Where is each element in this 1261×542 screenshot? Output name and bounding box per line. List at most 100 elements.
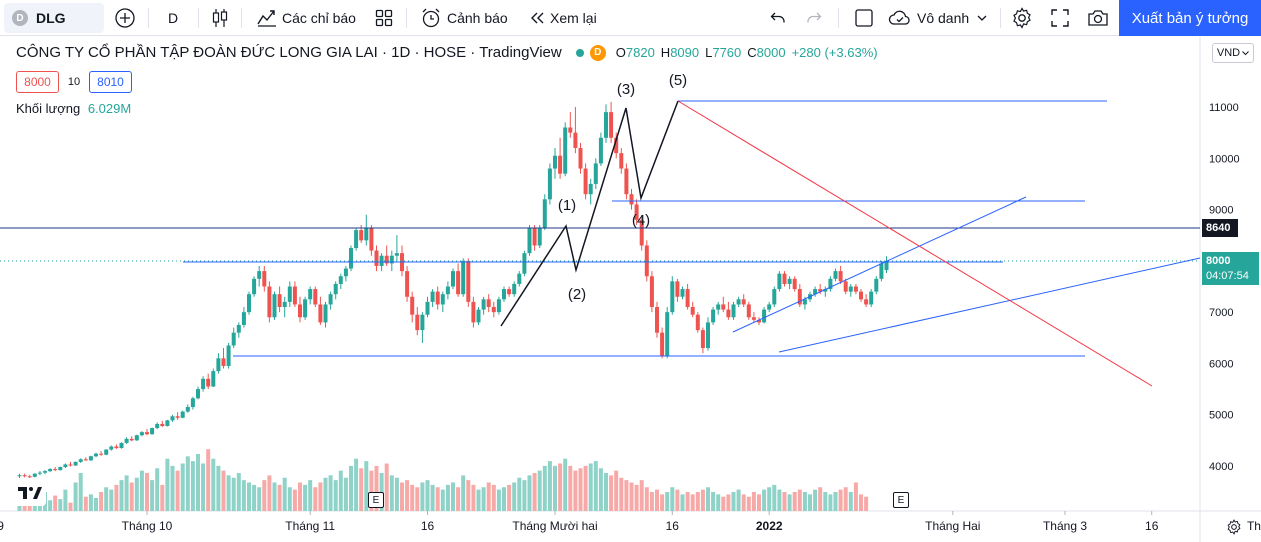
settings-button[interactable] — [1011, 0, 1033, 36]
volume-value: 6.029M — [87, 101, 132, 116]
volume-bar — [73, 482, 78, 511]
candle-body — [583, 168, 588, 195]
replay-button[interactable]: Xem lại — [529, 0, 597, 36]
volume-bar — [267, 475, 272, 511]
volume-bar — [410, 484, 415, 511]
volume-bar — [649, 492, 654, 511]
volume-bar — [241, 480, 246, 511]
volume-bar — [848, 492, 853, 511]
symbol-name: DLG — [36, 10, 66, 26]
candle-body — [496, 299, 501, 313]
candle-body — [588, 183, 593, 195]
time-tick-label: Tháng 4 — [1247, 519, 1261, 533]
candle-body — [211, 371, 216, 387]
candle-body — [833, 271, 838, 279]
candle-body — [298, 304, 302, 318]
snapshot-button[interactable] — [1087, 0, 1109, 36]
fullscreen-layout-button[interactable] — [854, 0, 874, 36]
volume-bar — [619, 477, 624, 511]
candle-body — [741, 299, 746, 305]
volume-bar — [400, 482, 404, 511]
templates-button[interactable] — [375, 0, 393, 36]
volume-bar — [394, 477, 399, 511]
candle-body — [231, 332, 236, 346]
interval-button[interactable]: D — [168, 10, 179, 26]
volume-bar — [124, 475, 129, 511]
close-label: C — [747, 45, 757, 60]
candle-body — [27, 476, 32, 478]
price-axis[interactable]: 4000500060007000800090001000011000 — [1209, 102, 1240, 473]
volume-bar — [466, 480, 471, 511]
candle-body — [287, 286, 292, 302]
candle-body — [440, 294, 445, 305]
low-value: 7760 — [712, 45, 742, 60]
volume-bar — [542, 465, 547, 511]
volume-bar — [639, 480, 644, 511]
candle-body — [277, 294, 282, 308]
scale-settings-gear-icon[interactable] — [1226, 519, 1242, 535]
price-tick-label: 6000 — [1209, 358, 1233, 370]
earnings-marker[interactable]: E — [368, 492, 384, 508]
symbol-search[interactable]: D DLG — [4, 3, 104, 33]
volume-bar — [94, 497, 98, 511]
last-price-label: 8000 — [1202, 252, 1259, 270]
candle-body — [379, 255, 384, 266]
candle-body — [787, 278, 792, 284]
candle-body — [313, 289, 318, 305]
undo-button[interactable] — [770, 0, 786, 36]
candle-body — [257, 271, 262, 279]
buy-price-button[interactable]: 8010 — [89, 71, 132, 93]
volume-bar — [53, 495, 58, 511]
candle-body — [746, 304, 751, 318]
candle-body — [736, 299, 741, 305]
volume-bar — [700, 489, 705, 511]
volume-bar — [257, 487, 262, 511]
candle-body — [491, 307, 496, 313]
time-axis[interactable]: áng 9 Tháng 10 Tháng 11 16 Tháng Mười hai 16 2… — [0, 511, 1261, 533]
fullscreen-button[interactable] — [1051, 0, 1069, 36]
sell-price-button[interactable]: 8000 — [16, 71, 59, 93]
candle-body — [568, 127, 573, 133]
candle-body — [405, 271, 410, 297]
candle-body — [680, 289, 685, 297]
candle-body — [165, 420, 170, 426]
candle-body — [716, 304, 721, 310]
candle-body — [649, 276, 654, 308]
volume-bar — [634, 484, 639, 511]
candle-body — [145, 432, 149, 435]
volume-bar — [675, 489, 680, 511]
candle-body — [394, 253, 399, 256]
candle-body — [73, 461, 78, 466]
candle-body — [354, 230, 359, 249]
chart-legend: CÔNG TY CỔ PHẦN TẬP ĐOÀN ĐỨC LONG GIA LA… — [16, 44, 878, 61]
tradingview-logo[interactable] — [12, 478, 46, 506]
volume-bar — [252, 484, 257, 511]
chart-type-button[interactable] — [211, 0, 229, 36]
volume-bar — [83, 496, 88, 511]
earnings-marker[interactable]: E — [893, 492, 909, 508]
compare-symbol-button[interactable] — [114, 0, 136, 36]
volume-bar — [553, 465, 557, 511]
indicators-button[interactable]: Các chỉ báo — [256, 0, 356, 36]
volume-bar — [359, 468, 364, 511]
layout-menu-button[interactable]: Vô danh — [888, 0, 987, 36]
redo-button[interactable] — [806, 0, 822, 36]
volume-bar — [262, 480, 267, 511]
price-tick-label: 11000 — [1209, 102, 1239, 114]
candle-body — [155, 423, 160, 429]
time-tick-label: Tháng 10 — [122, 519, 173, 533]
volume-bar — [175, 470, 180, 511]
price-chart[interactable]: (1) (2) (3) (4) (5) 4000 5000 6000 7000 8000 9000… — [0, 37, 1261, 542]
volume-bar — [272, 482, 277, 511]
candle-body — [180, 411, 185, 418]
volume-bar — [451, 482, 455, 511]
publish-idea-button[interactable]: Xuất bản ý tưởng — [1119, 0, 1261, 36]
candle-body — [670, 281, 675, 313]
candle-body — [48, 469, 53, 472]
volume-bar — [287, 487, 292, 511]
alert-button[interactable]: Cảnh báo — [420, 0, 508, 36]
currency-select[interactable]: VND — [1212, 43, 1254, 63]
wave-label: (1) — [558, 197, 576, 214]
time-tick-label: 2022 — [756, 519, 783, 533]
volume-bar — [476, 489, 481, 511]
